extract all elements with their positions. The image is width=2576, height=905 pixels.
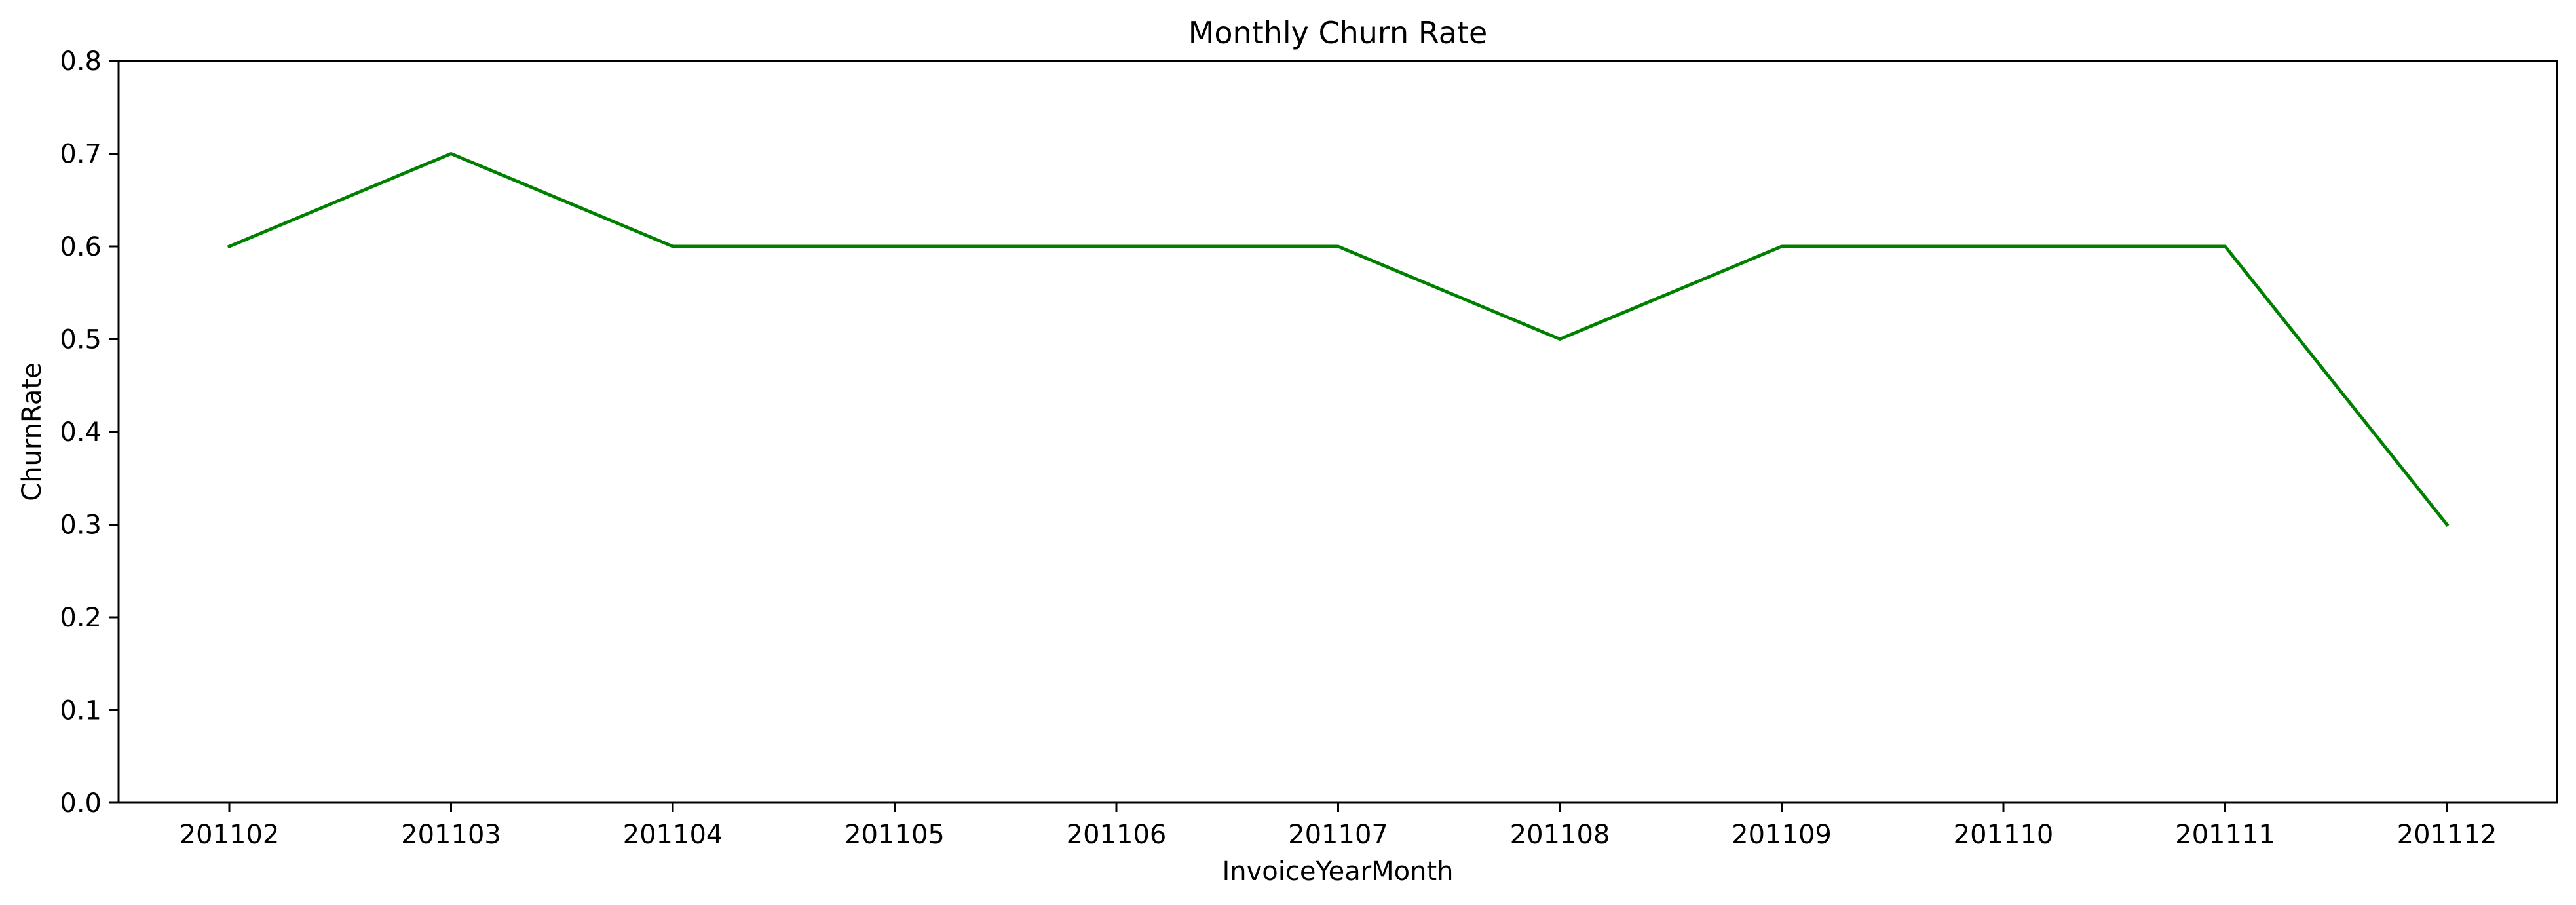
- x-tick-label: 201102: [180, 820, 280, 850]
- y-tick-label: 0.7: [60, 140, 102, 170]
- plot-frame: [117, 60, 2558, 804]
- x-tick-label: 201108: [1510, 820, 1610, 850]
- x-tick-label: 201103: [401, 820, 501, 850]
- y-axis: 0.0 0.1 0.2 0.3 0.4 0.5 0.6 0.7 0.8: [60, 47, 119, 818]
- y-tick-label: 0.2: [60, 603, 102, 633]
- x-tick-label: 201104: [623, 820, 723, 850]
- x-tick-label: 201109: [1732, 820, 1832, 850]
- y-tick-label: 0.5: [60, 325, 102, 355]
- x-tick-label: 201112: [2397, 820, 2497, 850]
- x-tick-label: 201107: [1288, 820, 1388, 850]
- x-axis: 201102 201103 201104 201105 201106 201107 2011…: [180, 803, 2497, 850]
- y-axis-label: ChurnRate: [17, 362, 47, 501]
- y-tick-label: 0.3: [60, 510, 102, 541]
- x-axis-label: InvoiceYearMonth: [1222, 857, 1453, 887]
- x-tick-label: 201111: [2175, 820, 2275, 850]
- x-tick-label: 201105: [844, 820, 945, 850]
- x-tick-label: 201110: [1954, 820, 2054, 850]
- y-tick-label: 0.8: [60, 47, 102, 77]
- chart-title: Monthly Churn Rate: [1188, 15, 1488, 50]
- series-layer: [227, 152, 2450, 528]
- series-line: [227, 152, 2450, 528]
- y-tick-label: 0.4: [60, 417, 102, 448]
- y-tick-label: 0.0: [60, 788, 102, 818]
- y-tick-label: 0.6: [60, 232, 102, 262]
- x-tick-label: 201106: [1067, 820, 1167, 850]
- y-tick-label: 0.1: [60, 696, 102, 726]
- plot-area: [117, 60, 2558, 804]
